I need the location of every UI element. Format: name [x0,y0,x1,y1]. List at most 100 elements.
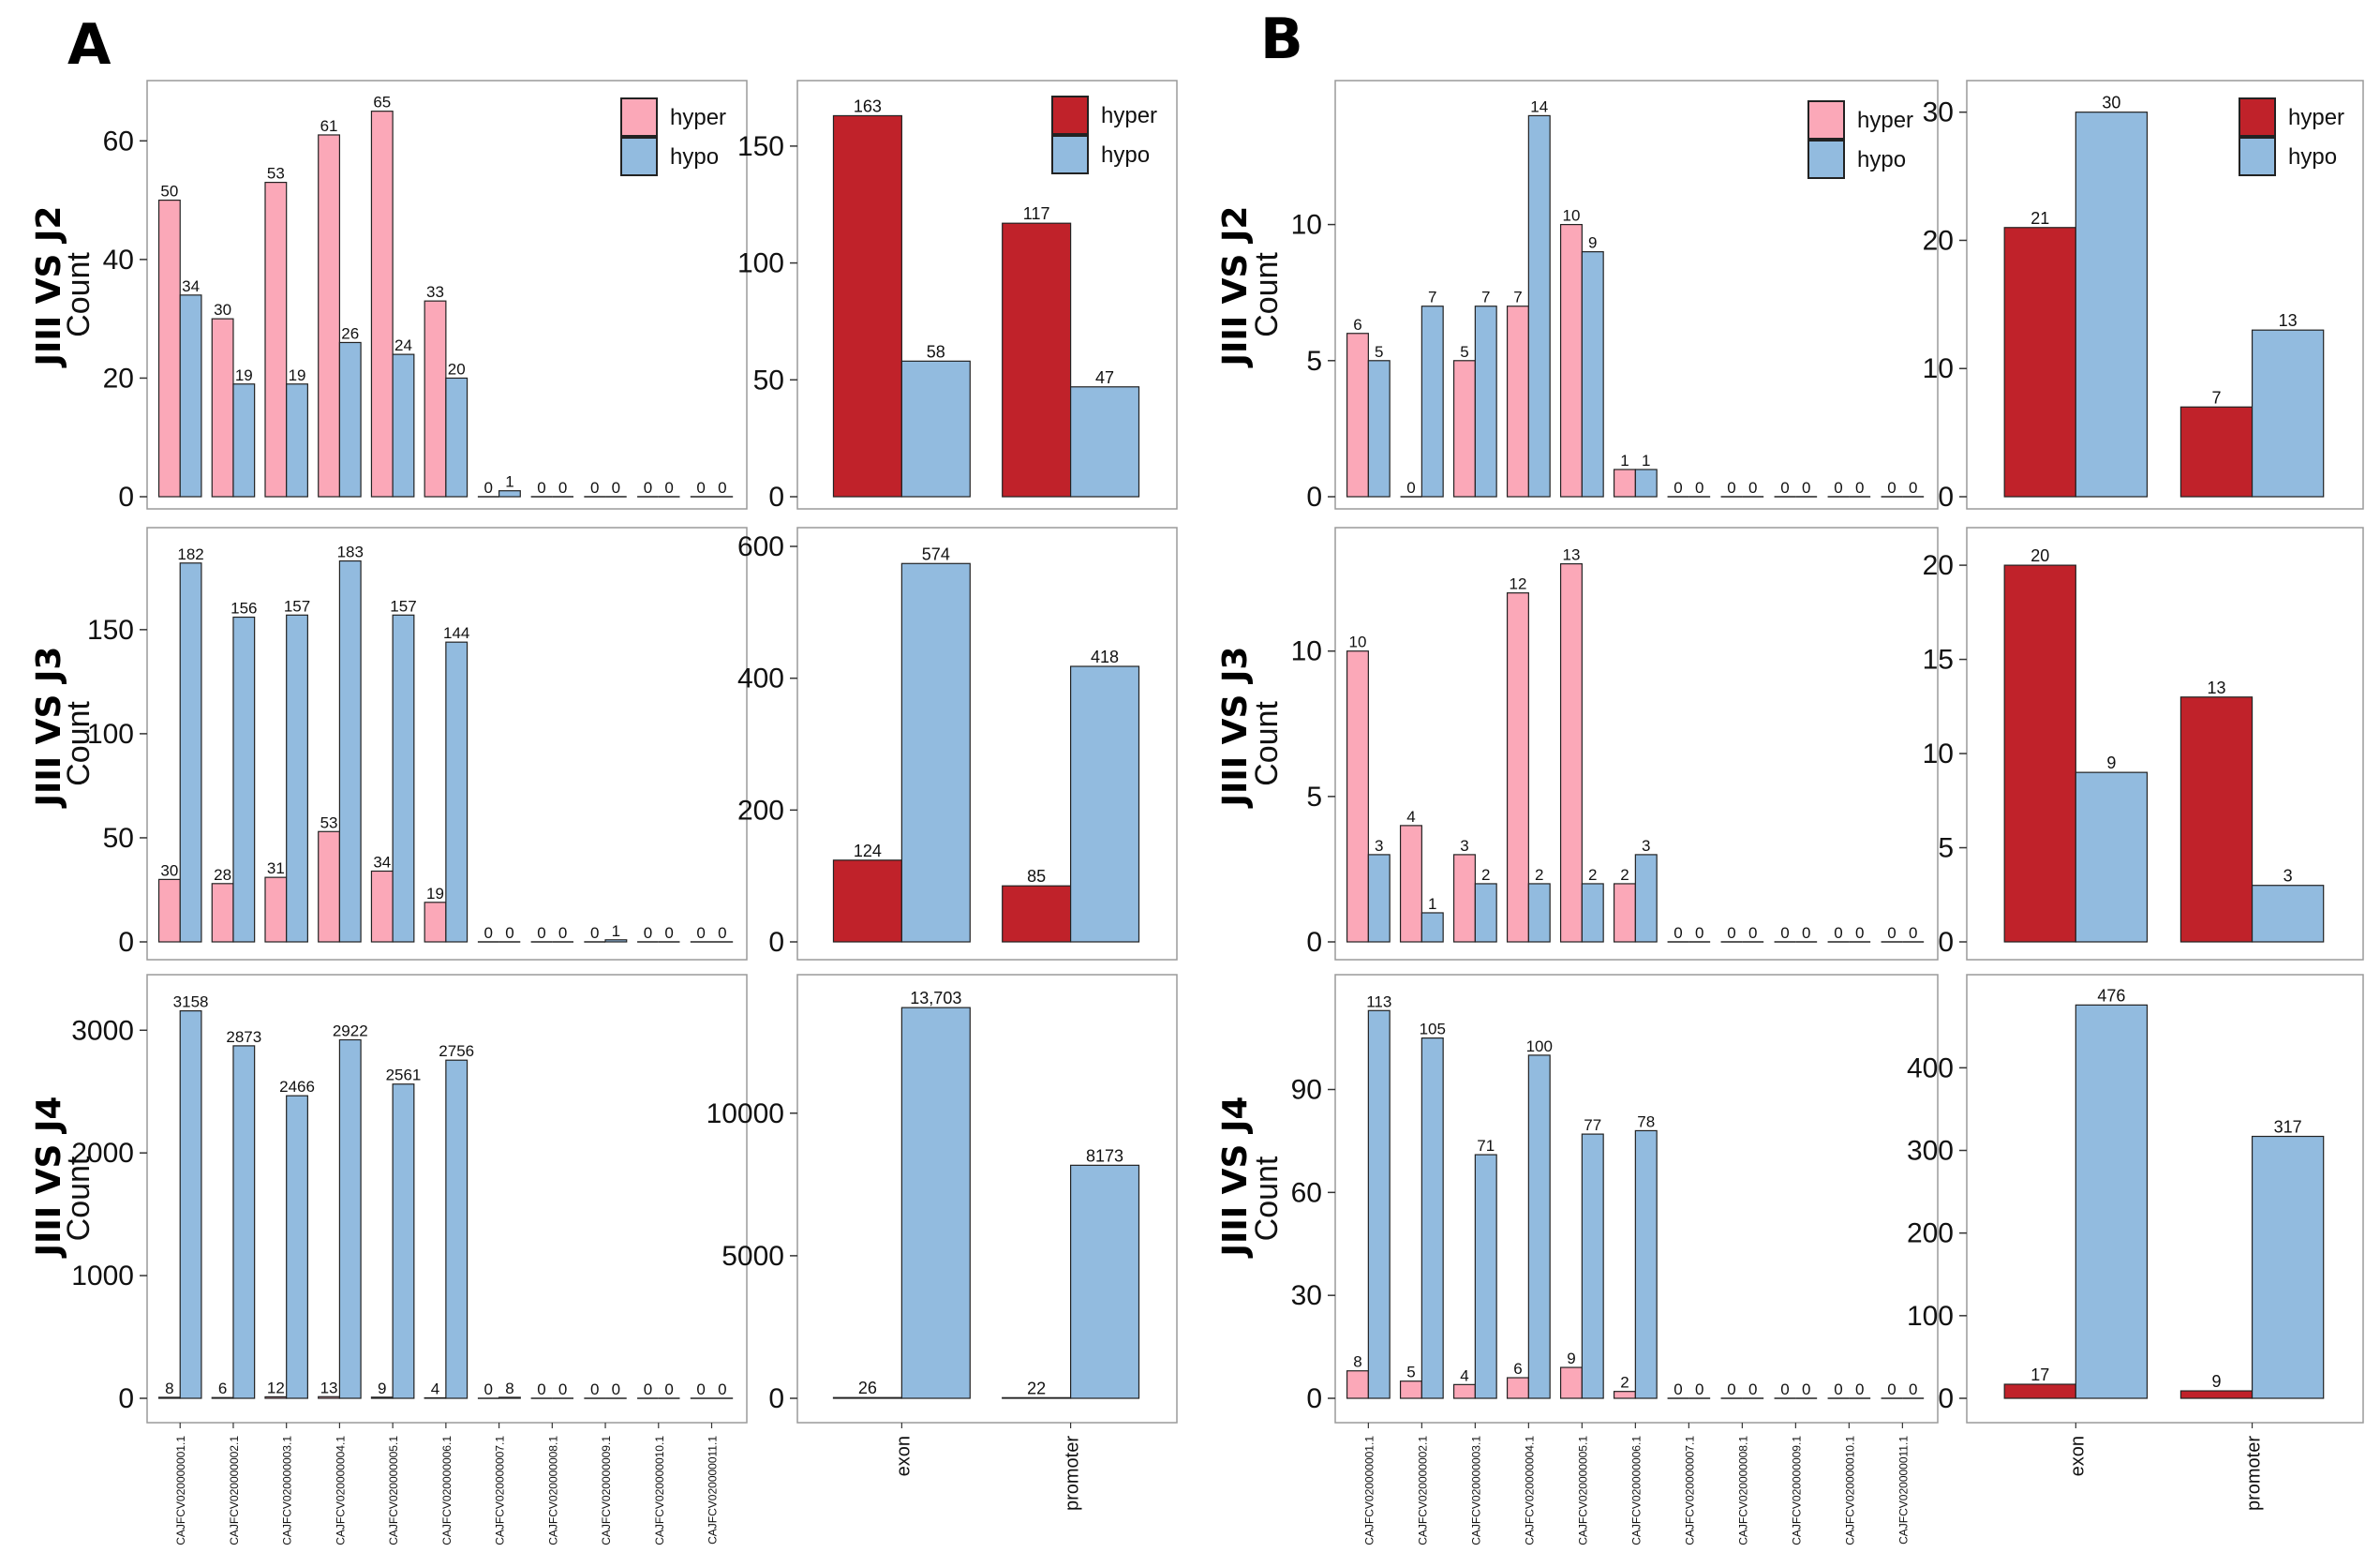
plot-frame [146,527,748,961]
row-labels-b: JIII VS J2 JIII VS J3 JIII VS J4 [1216,206,1255,1260]
bar-value-label: 0 [1780,924,1789,942]
bar-hypo [900,562,971,943]
bar-hypo [232,383,256,498]
bar-value-label: 0 [644,479,652,497]
bar-value-label: 418 [1091,648,1119,666]
y-tick-label: 3000 [71,1015,134,1046]
bar-value-label: 33 [426,283,444,301]
bar-value-label: 0 [558,479,567,497]
bar-hyper [2003,227,2076,498]
legend-label-hypo: hypo [2288,144,2337,170]
y-tick-label: 40 [103,245,134,276]
bar-value-label: 2756 [439,1042,474,1060]
row-labels-a: JIII VS J2 JIII VS J3 JIII VS J4 [30,206,68,1260]
bar-value-label: 19 [426,885,444,903]
y-tick-label: 1000 [71,1261,134,1291]
bar-value-label: 2 [1620,1374,1629,1392]
bar-hypo [445,641,469,943]
bar-value-label: 13,703 [910,989,961,1007]
bar-value-label: 2873 [226,1028,261,1046]
bar-hypo [1421,306,1444,498]
bar-hyper [211,883,234,943]
a-row3-chromosome-chart: 0 1000 2000 3000 Count 8 3158 6 2873 12 2466 13 2922… [61,974,748,1545]
bar-value-label: 0 [484,924,493,942]
bar-hypo [286,614,308,943]
bar-hypo [286,383,308,498]
bar-hypo [1069,665,1140,943]
bar-value-label: 2 [1588,866,1597,884]
y-tick-label: 60 [1291,1177,1322,1208]
y-axis-label: Count [1249,1156,1285,1241]
bar-value-label: 10 [1562,207,1580,225]
bar-hypo [900,360,971,498]
bar-value-label: 0 [1802,924,1810,942]
bar-value-label: 0 [644,924,652,942]
bar-hypo [338,1038,362,1399]
bar-hyper [1613,883,1636,943]
y-tick-label: 100 [87,719,134,750]
row-label-b2: JIII VS J3 [1216,647,1255,810]
bar-value-label: 0 [644,1380,652,1398]
legend-swatch-hyper [1807,100,1845,140]
y-tick-label: 10 [1291,210,1322,241]
bar-hyper [1559,1366,1583,1399]
bar-hypo [2251,1135,2325,1399]
bar-hyper [370,111,394,498]
y-tick-label: 0 [1306,1383,1322,1414]
y-tick-label: 90 [1291,1075,1322,1106]
y-tick-label: 60 [103,126,134,157]
bar-value-label: 3 [2283,867,2293,886]
y-tick-label: 0 [1938,1383,1954,1414]
x-tick-label: promoter [2244,1436,2265,1511]
bar-hyper [1559,223,1583,498]
bar-value-label: 71 [1477,1137,1495,1155]
y-tick-label: 2000 [71,1138,134,1169]
bar-value-label: 5 [1375,343,1383,361]
y-tick-label: 0 [1306,482,1322,513]
bar-hypo [232,1045,256,1399]
bar-value-label: 2466 [279,1078,315,1096]
bar-hyper [264,1395,288,1399]
bar-value-label: 0 [1695,479,1703,497]
bar-hyper [1399,1380,1422,1399]
x-tick-label: CAJFCV020000009.1 [600,1436,613,1545]
y-axis-label: Count [1249,252,1285,337]
bar-hypo [1474,1154,1497,1399]
bar-hyper [1346,333,1369,498]
bar-value-label: 0 [1748,1380,1757,1398]
bar-value-label: 0 [505,924,513,942]
bar-value-label: 13 [2207,679,2225,697]
bar-value-label: 0 [1909,1380,1917,1398]
legend-label-hypo: hypo [1857,147,1906,172]
bar-hypo [1634,469,1658,498]
bar-hypo [604,939,628,943]
bar-hypo [2075,112,2149,498]
bar-value-label: 0 [1855,924,1864,942]
bar-value-label: 31 [267,859,285,877]
bar-value-label: 476 [2097,986,2125,1005]
bar-value-label: 0 [484,479,493,497]
y-tick-label: 0 [118,1383,134,1414]
row-label-b1: JIII VS J2 [1216,206,1255,369]
row-label-a2: JIII VS J3 [30,647,68,810]
bar-hyper [1346,650,1369,943]
bar-hyper [424,1396,447,1399]
bar-value-label: 113 [1366,992,1391,1010]
bar-hypo [1367,1009,1391,1399]
bar-value-label: 0 [1802,1380,1810,1398]
bar-hypo [1527,883,1551,943]
bar-value-label: 9 [378,1380,386,1397]
bar-value-label: 85 [1027,867,1046,886]
bar-value-label: 12 [267,1379,285,1396]
bar-value-label: 0 [718,1380,726,1398]
bar-hyper [2179,406,2254,498]
bar-value-label: 0 [484,1380,493,1398]
bar-value-label: 0 [1834,924,1842,942]
bar-hyper [1452,360,1476,498]
bar-value-label: 0 [696,924,705,942]
x-tick-label: CAJFCV020000008.1 [1736,1436,1749,1545]
bar-value-label: 4 [431,1380,439,1397]
